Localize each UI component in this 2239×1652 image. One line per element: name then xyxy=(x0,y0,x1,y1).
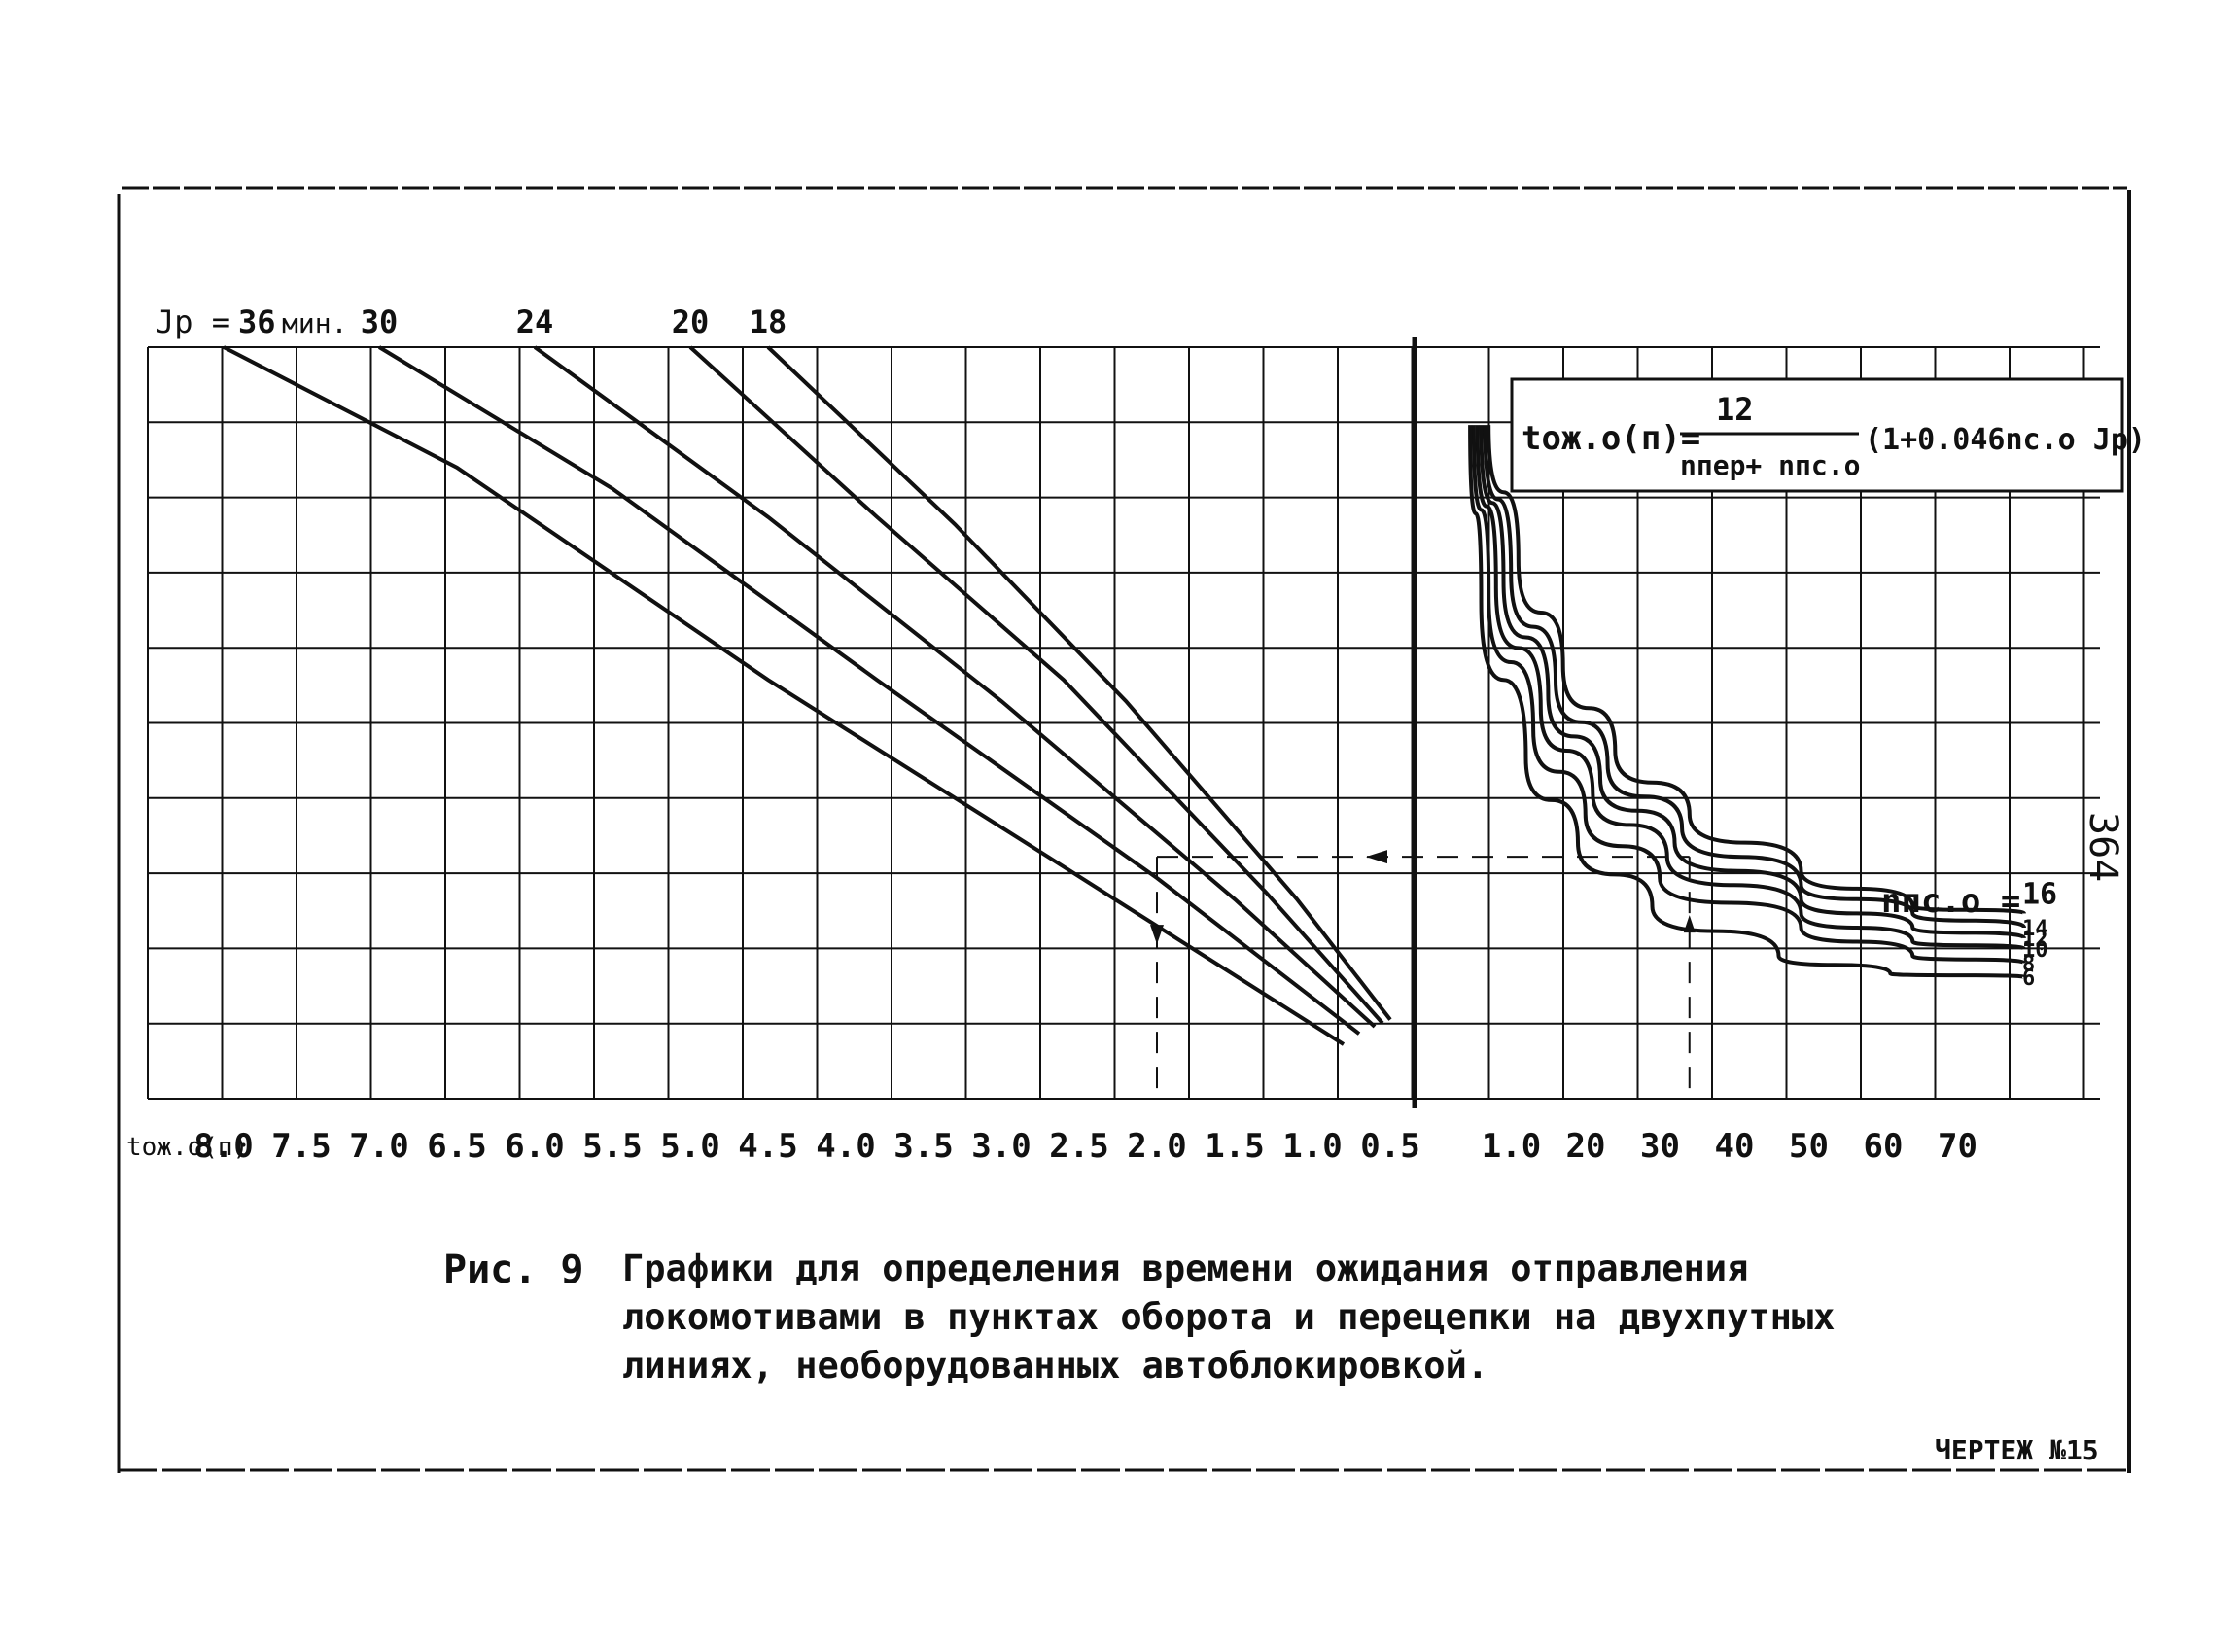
formula-bracket: (1+0.046nс.о Jр) xyxy=(1865,423,2146,457)
series-line-jr-30 xyxy=(377,345,1361,1036)
sheet-frame xyxy=(117,186,2131,1473)
caption-line-2: локомотивами в пунктах оборота и перецеп… xyxy=(622,1296,1836,1338)
series-label-jr: 30 xyxy=(361,303,399,340)
x-tick-label: 7.5 xyxy=(271,1127,331,1166)
series-line-npso-8 xyxy=(1471,425,2026,966)
series-line-jr-24 xyxy=(533,345,1377,1029)
x-tick-label: 2.5 xyxy=(1049,1127,1108,1166)
drawing-label: ЧЕРТЕЖ №15 xyxy=(1935,1434,2099,1466)
series-label-jr: 18 xyxy=(750,303,787,340)
series-label-jr: 36 xyxy=(238,303,276,340)
series-label-npso: 8 xyxy=(2022,952,2035,976)
x-tick-label: 6.0 xyxy=(505,1127,564,1166)
x-tick-label: 20 xyxy=(1566,1127,1606,1166)
x-axis-label: tож.о(п) xyxy=(126,1133,248,1162)
x-tick-label: 7.0 xyxy=(349,1127,408,1166)
left-chart-series xyxy=(223,345,1392,1046)
series-label-header: nпс.о = xyxy=(1881,882,2020,921)
arrow-down-icon xyxy=(1150,925,1164,945)
arrow-up-icon xyxy=(1683,915,1696,933)
series-line-jr-18 xyxy=(766,345,1392,1021)
series-label-unit: мин. xyxy=(282,307,347,339)
x-tick-label: 2.0 xyxy=(1127,1127,1186,1166)
x-tick-label: 4.5 xyxy=(738,1127,797,1166)
series-label-jr: 20 xyxy=(672,303,710,340)
x-tick-label: 1.0 xyxy=(1482,1127,1541,1166)
x-tick-label: 6.5 xyxy=(427,1127,486,1166)
x-tick-label: 70 xyxy=(1938,1127,1977,1166)
reading-guide xyxy=(1150,850,1696,1099)
x-tick-label: 8.0 xyxy=(193,1127,253,1166)
series-line-npso-10 xyxy=(1475,425,2026,951)
x-tick-label: 0.5 xyxy=(1360,1127,1419,1166)
left-chart-grid xyxy=(147,337,1417,1108)
series-label-prefix: Jр = xyxy=(156,303,230,340)
series-label-npso: 16 xyxy=(2022,877,2057,911)
x-tick-label: 5.0 xyxy=(660,1127,719,1166)
caption-line-1: Графики для определения времени ожидания… xyxy=(622,1248,1749,1289)
x-tick-label: 3.0 xyxy=(971,1127,1031,1166)
arrow-left-icon xyxy=(1366,850,1387,864)
series-line-npso-12 xyxy=(1479,425,2026,940)
x-tick-label: 1.0 xyxy=(1282,1127,1342,1166)
formula-lhs: tож.о(п)= xyxy=(1522,419,1700,458)
page-number: 364 xyxy=(2081,812,2125,882)
right-chart-series xyxy=(1468,425,2027,979)
caption-line-3: линиях, необорудованных автоблокировкой. xyxy=(622,1345,1489,1387)
formula-box: tож.о(п)= 12 nпер+ nпс.о (1+0.046nс.о Jр… xyxy=(1510,377,2146,493)
series-label-npso: 6 xyxy=(2022,967,2035,991)
series-label-jr: 24 xyxy=(516,303,554,340)
x-tick-label: 30 xyxy=(1640,1127,1680,1166)
left-chart-x-ticks: 8.0 7.5 7.0 6.5 6.0 5.5 5.0 4.5 4.0 3.5 3.0 2.5 2.0 1… xyxy=(126,1127,1420,1166)
x-tick-label: 50 xyxy=(1789,1127,1829,1166)
series-line-npso-6 xyxy=(1468,425,2027,979)
series-line-jr-20 xyxy=(688,345,1384,1025)
x-tick-label: 5.5 xyxy=(582,1127,642,1166)
formula-numerator: 12 xyxy=(1716,391,1754,428)
series-label-npso: 14 xyxy=(2022,917,2048,941)
left-chart-series-labels: Jр = 36 мин. 30 24 20 18 xyxy=(156,303,787,340)
series-label-npso: 12 xyxy=(2022,928,2048,952)
x-tick-label: 40 xyxy=(1715,1127,1755,1166)
series-line-npso-16 xyxy=(1487,425,2026,916)
figure-label: Рис. 9 xyxy=(443,1248,584,1292)
series-line-jr-36 xyxy=(223,345,1346,1046)
series-label-npso: 10 xyxy=(2022,938,2048,963)
formula-denominator: nпер+ nпс.о xyxy=(1680,449,1860,481)
x-tick-label: 3.5 xyxy=(893,1127,953,1166)
series-line-npso-14 xyxy=(1483,425,2026,929)
x-tick-label: 4.0 xyxy=(816,1127,875,1166)
x-tick-label: 1.5 xyxy=(1205,1127,1264,1166)
x-tick-label: 60 xyxy=(1864,1127,1904,1166)
right-chart-x-ticks: 1.0 20 30 40 50 60 70 xyxy=(1482,1127,1977,1166)
